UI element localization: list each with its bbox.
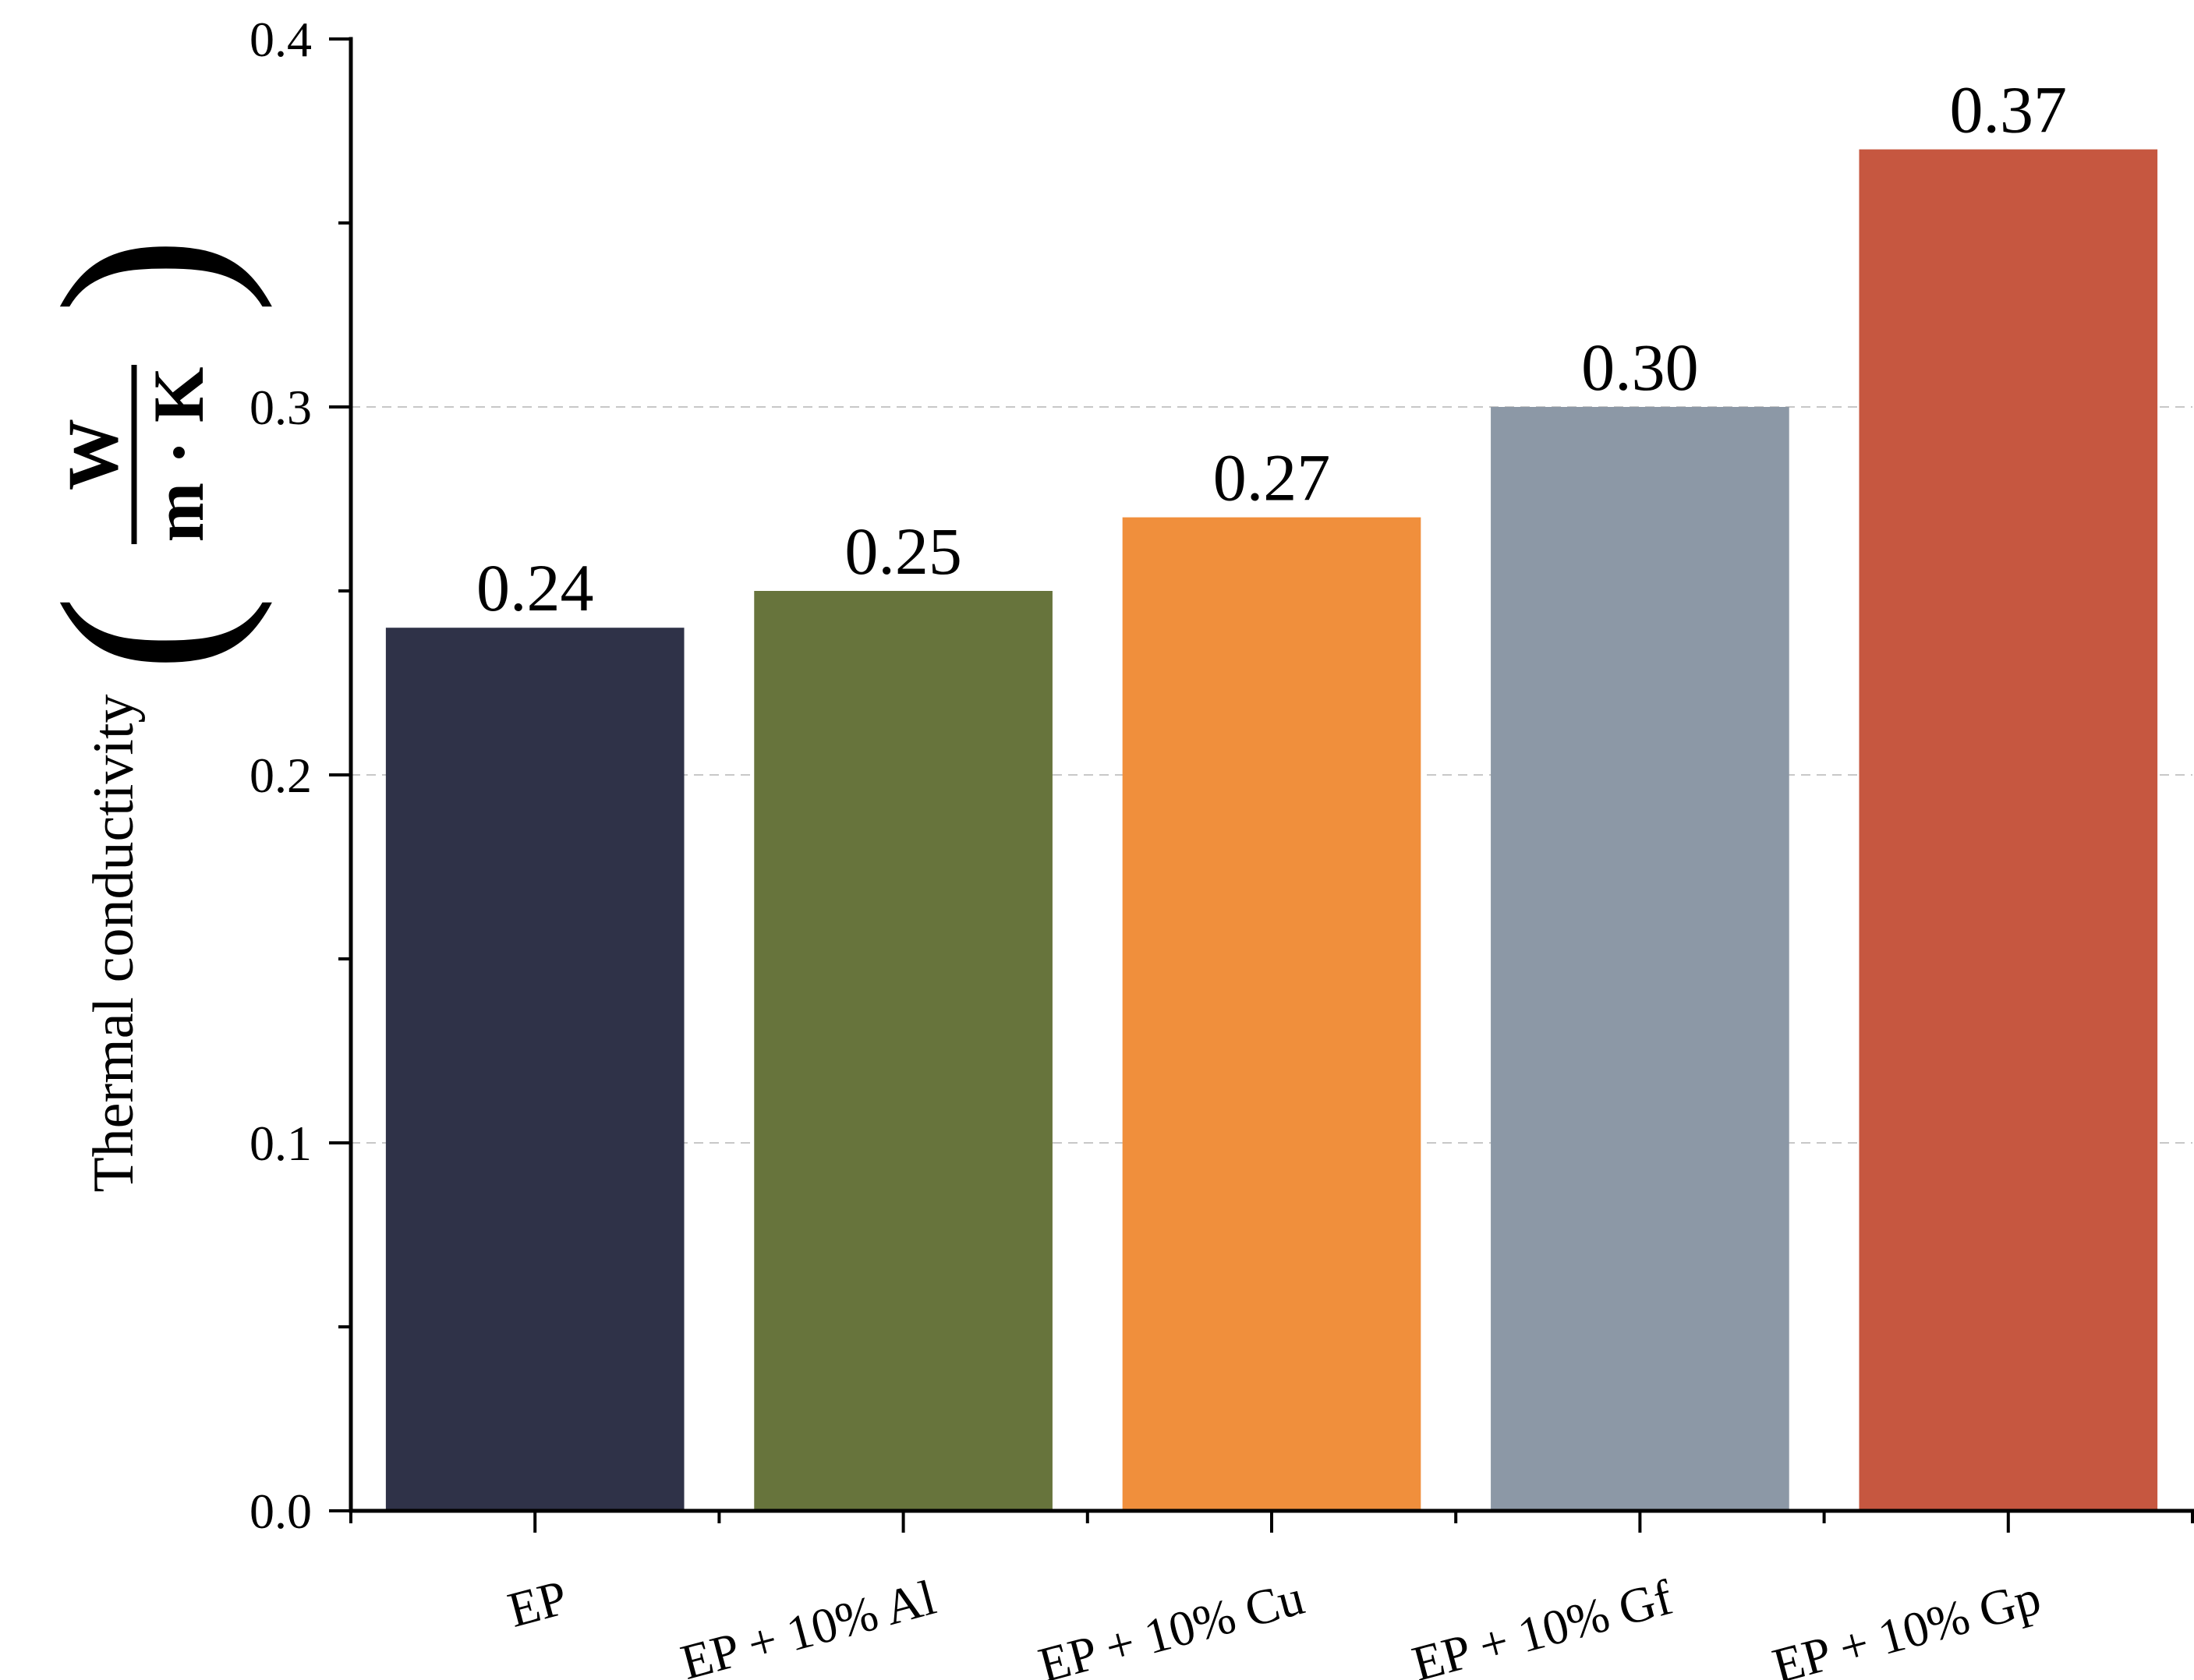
- unit-numerator: W: [53, 419, 133, 490]
- data-labels: 0.24 0.25 0.27 0.30 0.37: [476, 73, 2067, 626]
- y-axis-unit: ( W m · K ): [14, 236, 274, 673]
- y-tick-label: 0.1: [249, 1116, 312, 1171]
- y-tick-label: 0.0: [249, 1484, 312, 1539]
- y-axis-title-group: Thermal conductivity: [82, 694, 146, 1192]
- bar-1: [754, 591, 1053, 1511]
- data-label: 0.37: [1950, 73, 2068, 147]
- y-tick-label: 0.3: [249, 380, 312, 435]
- unit-paren-open: (: [14, 595, 274, 673]
- unit-denominator: m · K: [139, 367, 218, 543]
- x-tick-label: EP + 10% Gf: [1407, 1569, 1679, 1680]
- data-label: 0.30: [1581, 330, 1699, 405]
- bar-4: [1859, 149, 2158, 1512]
- y-tick-label: 0.4: [249, 12, 312, 67]
- x-ticks: EP EP + 10% Al EP + 10% Cu EP + 10% Gf EP + …: [349, 1511, 2194, 1680]
- bar-3: [1491, 407, 1789, 1511]
- x-tick-label: EP + 10% Gp: [1767, 1569, 2046, 1680]
- data-label: 0.27: [1213, 440, 1331, 515]
- y-axis-title: Thermal conductivity: [82, 694, 146, 1192]
- data-label: 0.24: [476, 550, 594, 625]
- y-ticks: 0.0 0.1 0.2 0.3 0.4: [249, 12, 351, 1539]
- y-tick-label: 0.2: [249, 748, 312, 803]
- x-tick-label: EP + 10% Al: [675, 1569, 941, 1680]
- bar-0: [385, 628, 685, 1512]
- bars: [385, 149, 2158, 1512]
- x-tick-label: EP: [502, 1569, 573, 1638]
- bar-2: [1122, 517, 1421, 1511]
- x-tick-label: EP + 10% Cu: [1033, 1569, 1310, 1680]
- unit-paren-close: ): [14, 236, 274, 314]
- data-label: 0.25: [844, 514, 962, 589]
